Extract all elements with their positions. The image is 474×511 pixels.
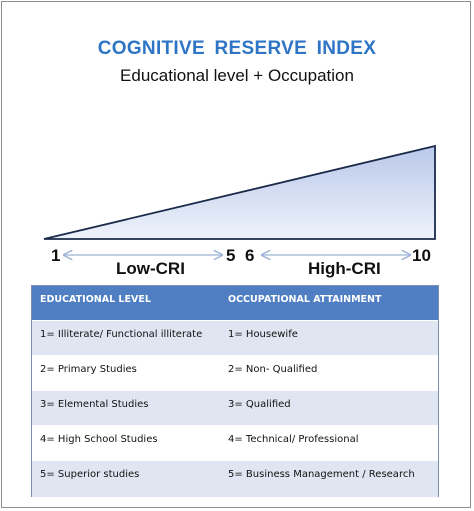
table-row: 4= High School Studies 4= Technical/ Pro… (32, 425, 438, 461)
table-header: EDUCATIONAL LEVEL OCCUPATIONAL ATTAINMEN… (32, 286, 438, 320)
occupation-cell: 1= Housewife (228, 329, 298, 340)
scale-low-end-number: 5 (226, 246, 236, 265)
cri-wedge (43, 144, 436, 240)
figure-subtitle: Educational level + Occupation (120, 66, 354, 85)
low-cri-label: Low-CRI (116, 259, 185, 278)
education-cell: 4= High School Studies (40, 434, 158, 445)
table-row: 3= Elemental Studies 3= Qualified (32, 390, 438, 426)
figure-title: COGNITIVE RESERVE INDEX (97, 38, 377, 59)
education-cell: 2= Primary Studies (40, 364, 137, 375)
occupation-cell: 5= Business Management / Research (228, 469, 415, 480)
table-row: 2= Primary Studies 2= Non- Qualified (32, 355, 438, 391)
occupation-cell: 2= Non- Qualified (228, 364, 318, 375)
cri-table: EDUCATIONAL LEVEL OCCUPATIONAL ATTAINMEN… (31, 285, 439, 497)
education-cell: 3= Elemental Studies (40, 399, 149, 410)
header-educational-level: EDUCATIONAL LEVEL (40, 294, 151, 305)
table-row: 1= Illiterate/ Functional illiterate 1= … (32, 320, 438, 356)
scale-end-number: 10 (412, 246, 431, 265)
occupation-cell: 3= Qualified (228, 399, 291, 410)
education-cell: 5= Superior studies (40, 469, 140, 480)
scale-start-number: 1 (51, 246, 61, 265)
high-cri-label: High-CRI (308, 259, 381, 278)
scale-high-start-number: 6 (245, 246, 255, 265)
occupation-cell: 4= Technical/ Professional (228, 434, 359, 445)
education-cell: 1= Illiterate/ Functional illiterate (40, 329, 203, 340)
table-row: 5= Superior studies 5= Business Manageme… (32, 460, 438, 497)
header-occupational-attainment: OCCUPATIONAL ATTAINMENT (228, 294, 382, 305)
